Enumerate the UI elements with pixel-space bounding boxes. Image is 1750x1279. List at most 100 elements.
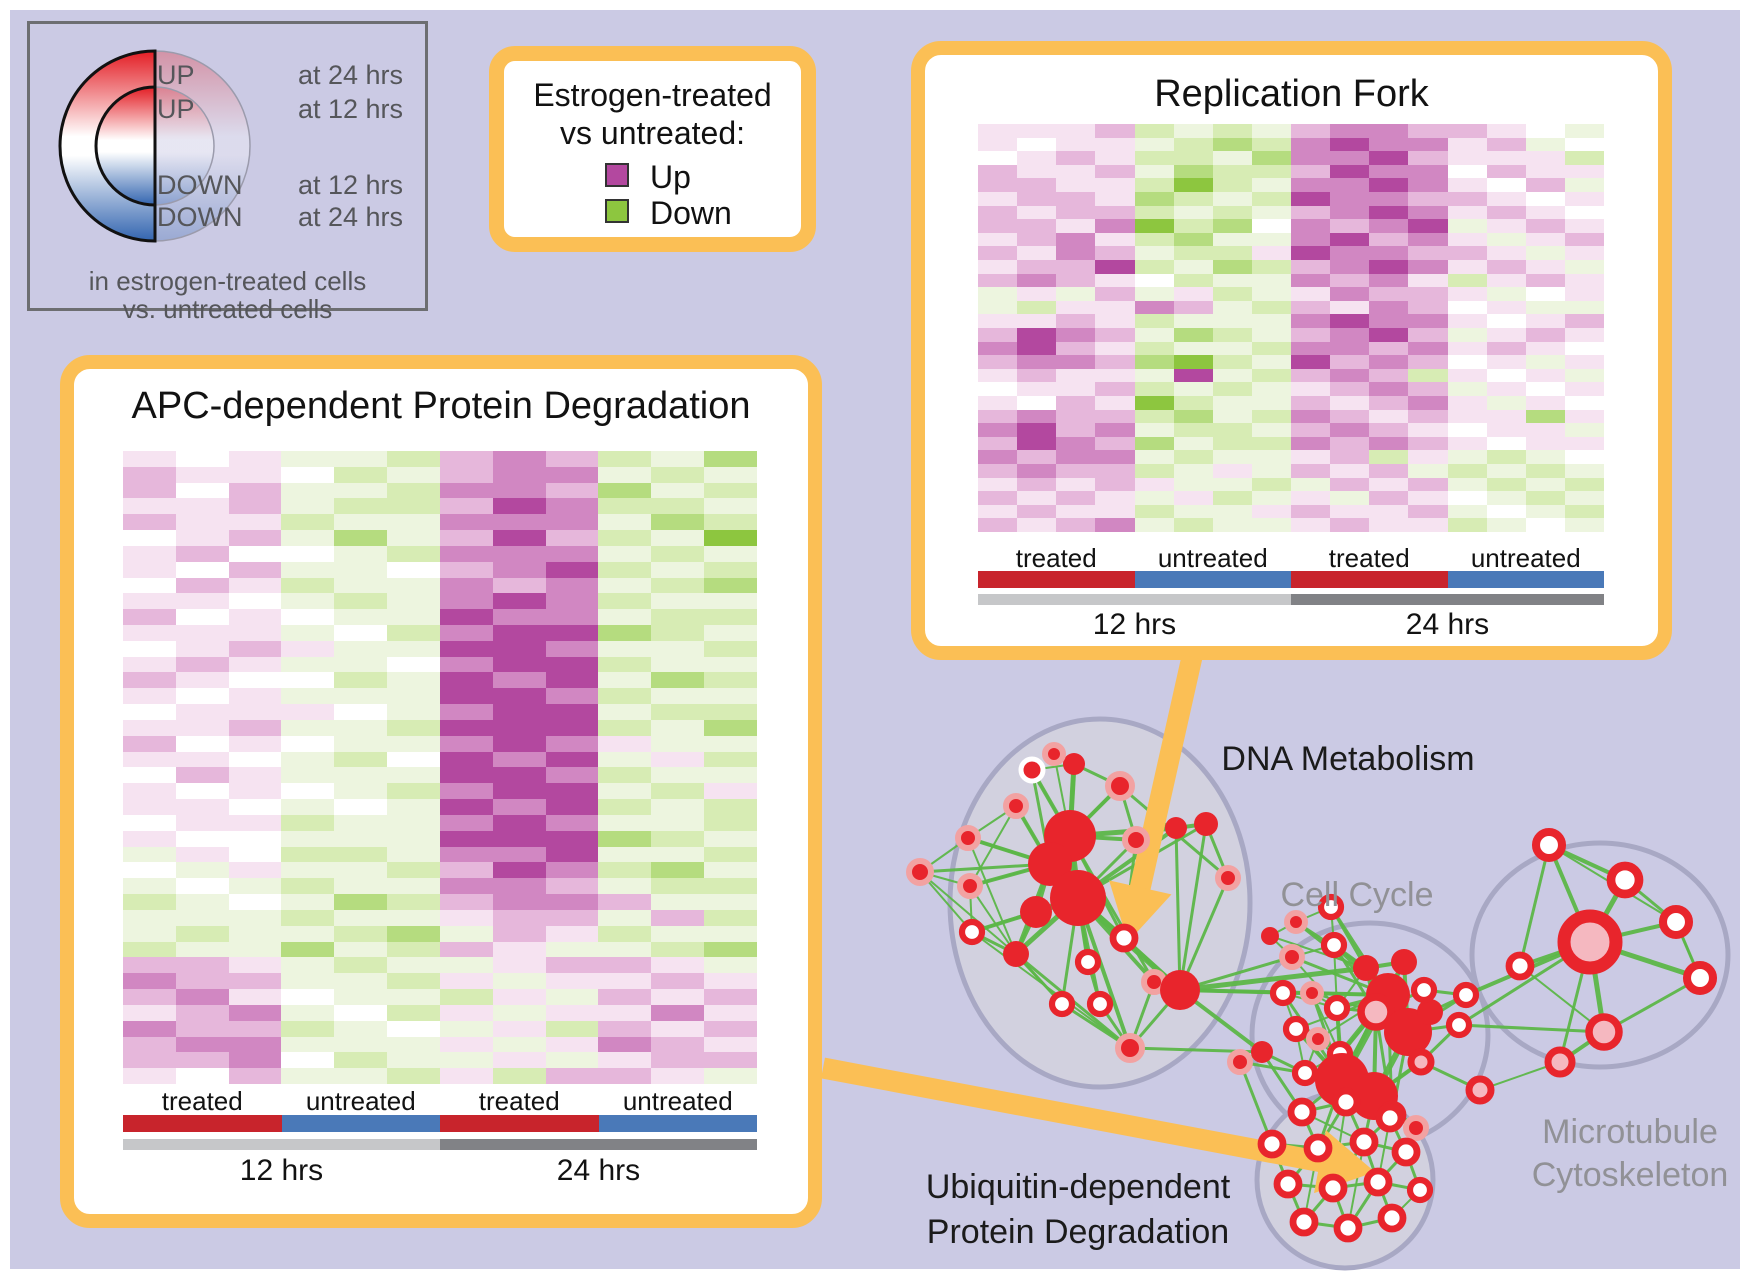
heatmap-cell <box>1369 368 1409 383</box>
heatmap-cell <box>1212 518 1252 532</box>
heatmap-cell <box>1212 409 1252 424</box>
heatmap-cell <box>1134 504 1174 519</box>
heatmap-cell <box>1291 137 1331 152</box>
heatmap-cell <box>1134 341 1174 356</box>
heatmap-cell <box>1212 300 1252 315</box>
heatmap-cell <box>545 973 599 990</box>
heatmap-cell <box>492 545 546 562</box>
heatmap-cell <box>545 530 599 546</box>
heatmap-cell <box>228 719 282 736</box>
heatmap-cell <box>1056 436 1096 451</box>
heatmap-cell <box>1291 436 1331 451</box>
heatmap-cell <box>334 1068 388 1084</box>
heatmap-cell <box>439 862 493 879</box>
heatmap-cell <box>228 830 282 847</box>
heatmap-cell <box>978 273 1018 288</box>
heatmap-cell <box>492 1036 546 1053</box>
heatmap-cell <box>1095 327 1135 342</box>
heatmap-cell <box>334 530 388 546</box>
heatmap-cell <box>978 491 1018 505</box>
heatmap-cell <box>978 368 1018 383</box>
legend-direction: DOWN <box>157 202 243 232</box>
heatmap-cell <box>1486 151 1526 165</box>
heatmap-cell <box>281 1020 335 1037</box>
heatmap-cell <box>228 989 282 1005</box>
heatmap-cell <box>1017 300 1057 315</box>
heatmap-cell <box>1525 436 1565 451</box>
heatmap-cell <box>1017 151 1057 165</box>
heatmap-cell <box>1212 477 1252 492</box>
heatmap-cell <box>439 767 493 784</box>
heatmap-cell <box>1369 178 1409 192</box>
heatmap-cell <box>1486 355 1526 369</box>
heatmap-cell <box>175 514 229 531</box>
heatmap-cell <box>1056 450 1096 464</box>
heatmap-cell <box>492 846 546 863</box>
heatmap-cell <box>1251 137 1291 152</box>
heatmap-cell <box>492 466 546 483</box>
heatmap-cell <box>1251 504 1291 519</box>
heatmap-cell <box>1525 164 1565 179</box>
time-group-label: 24 hrs <box>1405 608 1490 641</box>
heatmap-cell <box>1447 300 1487 315</box>
heatmap-cell <box>545 751 599 768</box>
heatmap-cell <box>1525 423 1565 437</box>
heatmap-cell <box>1056 205 1096 220</box>
heatmap-cell <box>978 341 1018 356</box>
heatmap-cell <box>1291 164 1331 179</box>
heatmap-cell <box>1095 246 1135 260</box>
heatmap-cell <box>1564 327 1604 342</box>
heatmap-cell <box>439 846 493 863</box>
heatmap-cell <box>281 1052 335 1069</box>
heatmap-cell <box>598 593 652 610</box>
heatmap-cell <box>1173 219 1213 233</box>
heatmap-cell <box>1447 314 1487 328</box>
heatmap-cell <box>1564 382 1604 396</box>
heatmap-cell <box>704 1020 757 1037</box>
heatmap-cell <box>1525 191 1565 206</box>
heatmap-cell <box>978 409 1018 424</box>
heatmap-cell <box>175 783 229 800</box>
heatmap-cell <box>704 925 757 942</box>
heatmap-cell <box>1291 259 1331 274</box>
heatmap-cell <box>228 925 282 942</box>
heatmap-cell <box>175 925 229 942</box>
heatmap-cell <box>334 973 388 990</box>
heatmap-cell <box>1408 368 1448 383</box>
heatmap-cell <box>1369 259 1409 274</box>
heatmap-cell <box>1369 518 1409 532</box>
heatmap-cell <box>175 830 229 847</box>
heatmap-cell <box>123 862 176 879</box>
heatmap-cell <box>1564 273 1604 288</box>
heatmap-cell <box>281 451 335 467</box>
heatmap-cell <box>704 1004 757 1021</box>
heatmap-cell <box>1447 287 1487 301</box>
heatmap-cell <box>598 941 652 958</box>
heatmap-cell <box>978 504 1018 519</box>
heatmap-cell <box>1291 518 1331 532</box>
heatmap-cell <box>492 530 546 546</box>
heatmap-cell <box>1095 518 1135 532</box>
heatmap-cell <box>334 735 388 752</box>
heatmap-cell <box>175 1068 229 1084</box>
heatmap-cell <box>1369 395 1409 410</box>
heatmap-cell <box>1369 423 1409 437</box>
heatmap-cell <box>334 957 388 974</box>
heatmap-cell <box>228 909 282 926</box>
heatmap-cell <box>175 545 229 562</box>
heatmap-cell <box>334 814 388 831</box>
heatmap-cell <box>651 688 705 705</box>
heatmap-cell <box>1330 341 1370 356</box>
heatmap-cell <box>1447 395 1487 410</box>
heatmap-cell <box>1486 518 1526 532</box>
up-color-swatch <box>605 163 629 187</box>
heatmap-cell <box>1486 273 1526 288</box>
heatmap-cell <box>704 767 757 784</box>
heatmap-cell <box>1251 355 1291 369</box>
heatmap-cell <box>175 624 229 641</box>
heatmap-cell <box>439 593 493 610</box>
heatmap-cell <box>1212 205 1252 220</box>
heatmap-cell <box>1212 137 1252 152</box>
heatmap-cell <box>1134 355 1174 369</box>
heatmap-cell <box>1447 368 1487 383</box>
